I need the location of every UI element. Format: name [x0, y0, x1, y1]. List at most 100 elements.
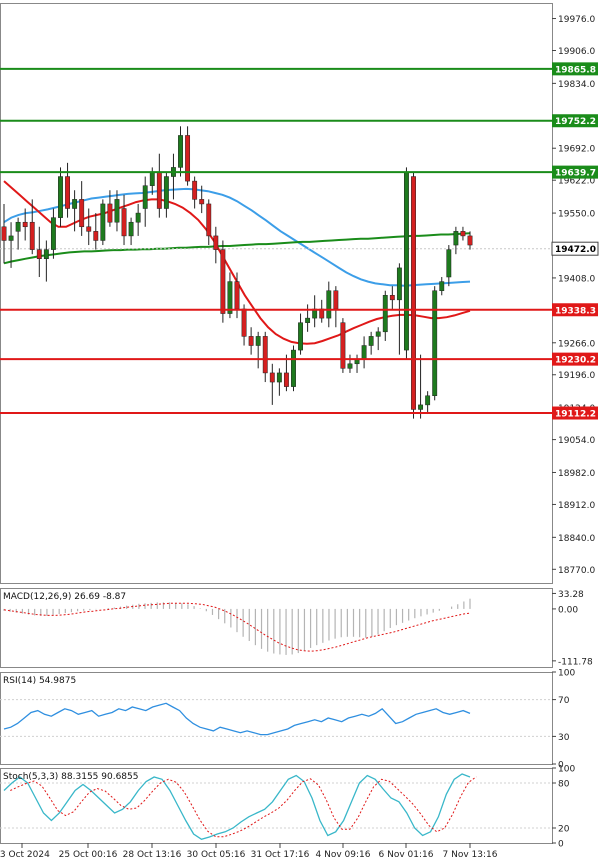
panel-frame-macd — [0, 588, 553, 668]
candle-body — [192, 180, 198, 200]
stoch-ytick-label: 20 — [558, 825, 570, 835]
price-ytick-label: 19906.0 — [558, 47, 595, 57]
panel-frame-main — [0, 3, 553, 584]
candle-body — [460, 231, 466, 237]
level-label-box — [552, 165, 598, 179]
macd-ytick-label: -111.78 — [558, 657, 593, 667]
candle-body — [86, 226, 92, 232]
price-ytick-label: 19266.0 — [558, 339, 595, 349]
candle-body — [199, 199, 205, 205]
candle-body — [178, 135, 183, 168]
candle-body — [404, 171, 409, 351]
candle-body — [389, 295, 395, 301]
candle-body — [411, 176, 416, 410]
candle-body — [142, 185, 148, 209]
candle-body — [213, 235, 219, 250]
candle-body — [269, 372, 275, 383]
candle-body — [206, 203, 212, 237]
stoch-k-line — [3, 773, 471, 841]
rsi-ytick-label: 100 — [558, 669, 575, 679]
moving-average-line — [3, 232, 471, 265]
candle-body — [432, 290, 438, 397]
candle-body — [135, 212, 141, 223]
candle-body — [439, 281, 445, 291]
level-label-text: 19752.2 — [555, 117, 596, 127]
level-label-text: 19112.2 — [555, 410, 596, 420]
level-label-box — [552, 352, 598, 366]
rsi-ytick-label: 0 — [558, 761, 564, 771]
price-panel: 19976.0 19906.0 19834.0 19692.0 19622.0 19550… — [0, 15, 599, 576]
candle-body — [418, 404, 424, 410]
stoch-panel: 100 80 20 0 Stoch(5,3,3) 88.3155 90.6855 — [0, 765, 575, 850]
candle-body — [347, 363, 353, 369]
candle-body — [58, 176, 63, 218]
price-ytick-label: 18840.0 — [558, 534, 595, 544]
candle-body — [283, 372, 289, 387]
x-tick-label: 28 Oct 13:16 — [123, 850, 182, 860]
candle-body — [382, 295, 388, 333]
candle-body — [8, 235, 14, 241]
level-label-box — [552, 406, 598, 420]
candle-body — [163, 176, 169, 209]
rsi-panel: 100 70 30 0 RSI(14) 54.9875 — [0, 669, 575, 771]
level-label-box — [552, 114, 598, 128]
candle-body — [114, 199, 120, 223]
candle-body — [107, 203, 113, 223]
price-ytick-label: 19692.0 — [558, 145, 595, 155]
candle-body — [149, 171, 155, 186]
x-tick-label: 30 Oct 05:16 — [187, 850, 246, 860]
rsi-ytick-label: 30 — [558, 733, 570, 743]
candle-body — [220, 249, 226, 314]
candle-body — [340, 322, 346, 369]
price-ytick-label: 19408.0 — [558, 274, 595, 284]
candle-body — [361, 345, 367, 360]
macd-ytick-label: 0.00 — [558, 605, 578, 615]
price-ytick-label: 18770.0 — [558, 566, 595, 576]
price-ytick-label: 18982.0 — [558, 469, 595, 479]
candle-body — [65, 176, 70, 209]
price-ytick-label: 19976.0 — [558, 15, 595, 25]
macd-ytick-label: 33.28 — [558, 590, 584, 600]
candle-body — [467, 235, 473, 246]
candle-body — [15, 221, 21, 232]
candle-body — [298, 322, 303, 351]
current-price-box — [551, 241, 599, 256]
price-ytick-label: 19834.0 — [558, 80, 595, 90]
candle-body — [396, 267, 402, 301]
candle-body — [262, 336, 268, 374]
macd-title: MACD(12,26,9) 26.69 -8.87 — [3, 592, 126, 602]
x-tick-label: 31 Oct 17:16 — [251, 850, 310, 860]
x-tick-label: 6 Nov 01:16 — [379, 850, 434, 860]
candle-body — [128, 221, 134, 237]
candle-body — [43, 249, 49, 259]
x-tick-label: 25 Oct 00:16 — [59, 850, 118, 860]
candle-body — [446, 249, 452, 278]
candle-body — [121, 208, 127, 237]
level-label-box — [552, 62, 598, 76]
price-ytick-label: 19054.0 — [558, 436, 595, 446]
price-ytick-label: 19196.0 — [558, 371, 595, 381]
price-ytick-label: 19550.0 — [558, 210, 595, 220]
candle-body — [156, 171, 162, 209]
candle-body — [453, 231, 459, 246]
current-price-label: 19472.0 — [555, 245, 596, 255]
rsi-line — [3, 702, 471, 736]
rsi-ytick-label: 70 — [558, 696, 570, 706]
candle-body — [326, 290, 332, 319]
x-tick-label: 4 Nov 09:16 — [316, 850, 371, 860]
panel-frame-rsi — [0, 672, 553, 765]
x-tick-label: 23 Oct 2024 — [0, 850, 50, 860]
stoch-ytick-label: 0 — [558, 840, 564, 850]
level-label-text: 19338.3 — [555, 306, 596, 316]
candle-body — [255, 336, 261, 346]
candle-body — [305, 317, 311, 323]
candle-body — [368, 336, 374, 346]
candle-body — [22, 221, 28, 228]
candle-body — [72, 199, 78, 209]
candle-body — [36, 249, 42, 259]
macd-panel: 33.28 0.00 -111.78 MACD(12,26,9) 26.69 -8.8… — [3, 590, 593, 667]
stoch-title: Stoch(5,3,3) 88.3155 90.6855 — [3, 772, 138, 782]
candle-body — [234, 281, 240, 310]
